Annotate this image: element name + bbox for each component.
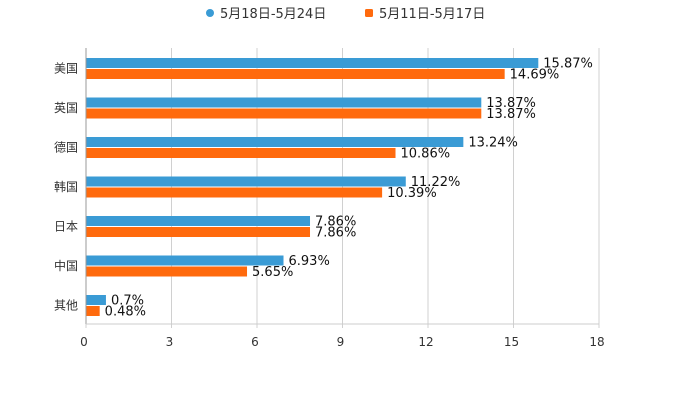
category-label: 韩国 — [54, 179, 78, 194]
data-label: 0.7% — [111, 294, 144, 309]
data-label: 10.86% — [401, 147, 451, 162]
category-label: 其他 — [54, 299, 78, 313]
category-label: 英国 — [54, 101, 78, 115]
data-label: 13.24% — [468, 136, 518, 151]
bars — [86, 58, 539, 316]
legend-marker-circle — [206, 9, 214, 17]
data-label: 6.93% — [289, 254, 330, 269]
category-label: 中国 — [54, 258, 78, 273]
data-label: 7.86% — [315, 215, 356, 230]
data-labels: 15.87%14.69% 13.87%13.87% 13.24% 10.86% 11.2… — [105, 57, 593, 320]
x-tick-label: 0 — [80, 335, 88, 349]
bar-week-current — [86, 295, 106, 305]
x-tick-label: 3 — [166, 335, 174, 349]
x-axis: 0 3 6 9 12 15 18 — [80, 323, 605, 349]
category-label: 美国 — [54, 62, 78, 76]
data-label: 10.39% — [387, 186, 437, 201]
legend: 5月18日-5月24日 5月11日-5月17日 — [206, 7, 485, 22]
data-label: 0.48% — [105, 305, 146, 320]
bar-week-previous — [86, 69, 505, 79]
bar-week-previous — [86, 187, 383, 198]
bar-week-previous — [86, 227, 311, 237]
bar-week-current — [86, 58, 539, 68]
legend-label[interactable]: 5月18日-5月24日 — [220, 7, 326, 22]
category-label: 德国 — [54, 140, 78, 155]
data-label: 13.87% — [486, 107, 536, 122]
legend-marker-square — [365, 9, 373, 17]
bar-week-previous — [86, 108, 482, 119]
legend-label[interactable]: 5月11日-5月17日 — [379, 7, 485, 22]
data-label: 5.65% — [252, 265, 293, 280]
data-label: 11.22% — [411, 175, 461, 190]
x-tick-label: 12 — [418, 335, 433, 349]
bar-week-current — [86, 255, 284, 266]
x-tick-label: 15 — [504, 335, 519, 349]
data-label: 14.69% — [510, 68, 560, 83]
bar-week-current — [86, 137, 464, 147]
data-label: 7.86% — [315, 226, 356, 241]
data-label: 13.87% — [486, 96, 536, 111]
x-tick-label: 6 — [251, 335, 259, 349]
category-label: 日本 — [54, 220, 78, 234]
bar-week-previous — [86, 306, 100, 316]
bar-week-current — [86, 216, 311, 226]
bar-week-current — [86, 176, 406, 187]
bar-week-current — [86, 97, 482, 108]
bar-week-previous — [86, 266, 248, 277]
data-label: 15.87% — [543, 57, 593, 72]
x-tick-label: 9 — [337, 335, 345, 349]
bar-week-previous — [86, 148, 396, 158]
x-tick-label: 18 — [589, 335, 604, 349]
